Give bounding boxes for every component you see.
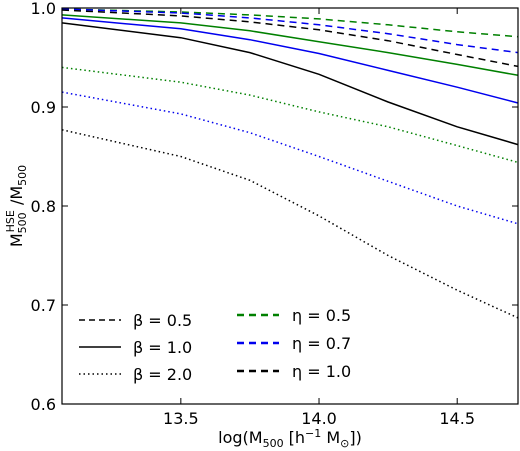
- series-line-beta-0.5-eta-0.5: [61, 8, 519, 38]
- x-axis-title: log(M500 [h−1 M⊙]): [218, 427, 362, 450]
- y-tick-label: 1.0: [31, 0, 56, 18]
- series-line-beta-2-eta-0.5: [61, 66, 519, 164]
- series-line-beta-1-eta-0.7: [61, 17, 519, 104]
- y-tick-label: 0.6: [31, 395, 56, 414]
- x-tick-label: 14.0: [301, 409, 337, 428]
- y-tick-label: 0.9: [31, 98, 56, 117]
- legend-beta-1-label: β = 0.5: [133, 311, 192, 330]
- series-line-beta-1-eta-1: [61, 22, 519, 146]
- y-tick-label: 0.7: [31, 296, 56, 315]
- legend-beta-3-label: β = 2.0: [133, 365, 192, 384]
- x-tick-label: 13.5: [163, 409, 199, 428]
- series-line-beta-2-eta-1: [61, 129, 519, 319]
- series-line-beta-0.5-eta-0.7: [61, 8, 519, 54]
- legend-eta-1-label: η = 0.5: [292, 306, 351, 325]
- series-line-beta-1-eta-0.5: [61, 14, 519, 77]
- y-tick-label: 0.8: [31, 197, 56, 216]
- x-tick-label: 14.5: [439, 409, 475, 428]
- legend-eta-2-label: η = 0.7: [292, 334, 351, 353]
- series-layer: [61, 8, 519, 319]
- series-line-beta-0.5-eta-1: [61, 9, 519, 68]
- tick-layer: 13.5 14.0 14.5 0.6 0.7 0.8 0.9 1.0: [31, 0, 518, 428]
- legend-eta-3-label: η = 1.0: [292, 362, 351, 381]
- y-axis-title: M500HSE /M500: [4, 165, 29, 247]
- legend: β = 0.5 β = 1.0 β = 2.0 η = 0.5 η = 0.7 …: [79, 306, 351, 384]
- legend-beta-2-label: β = 1.0: [133, 338, 192, 357]
- plot-background: [62, 8, 518, 404]
